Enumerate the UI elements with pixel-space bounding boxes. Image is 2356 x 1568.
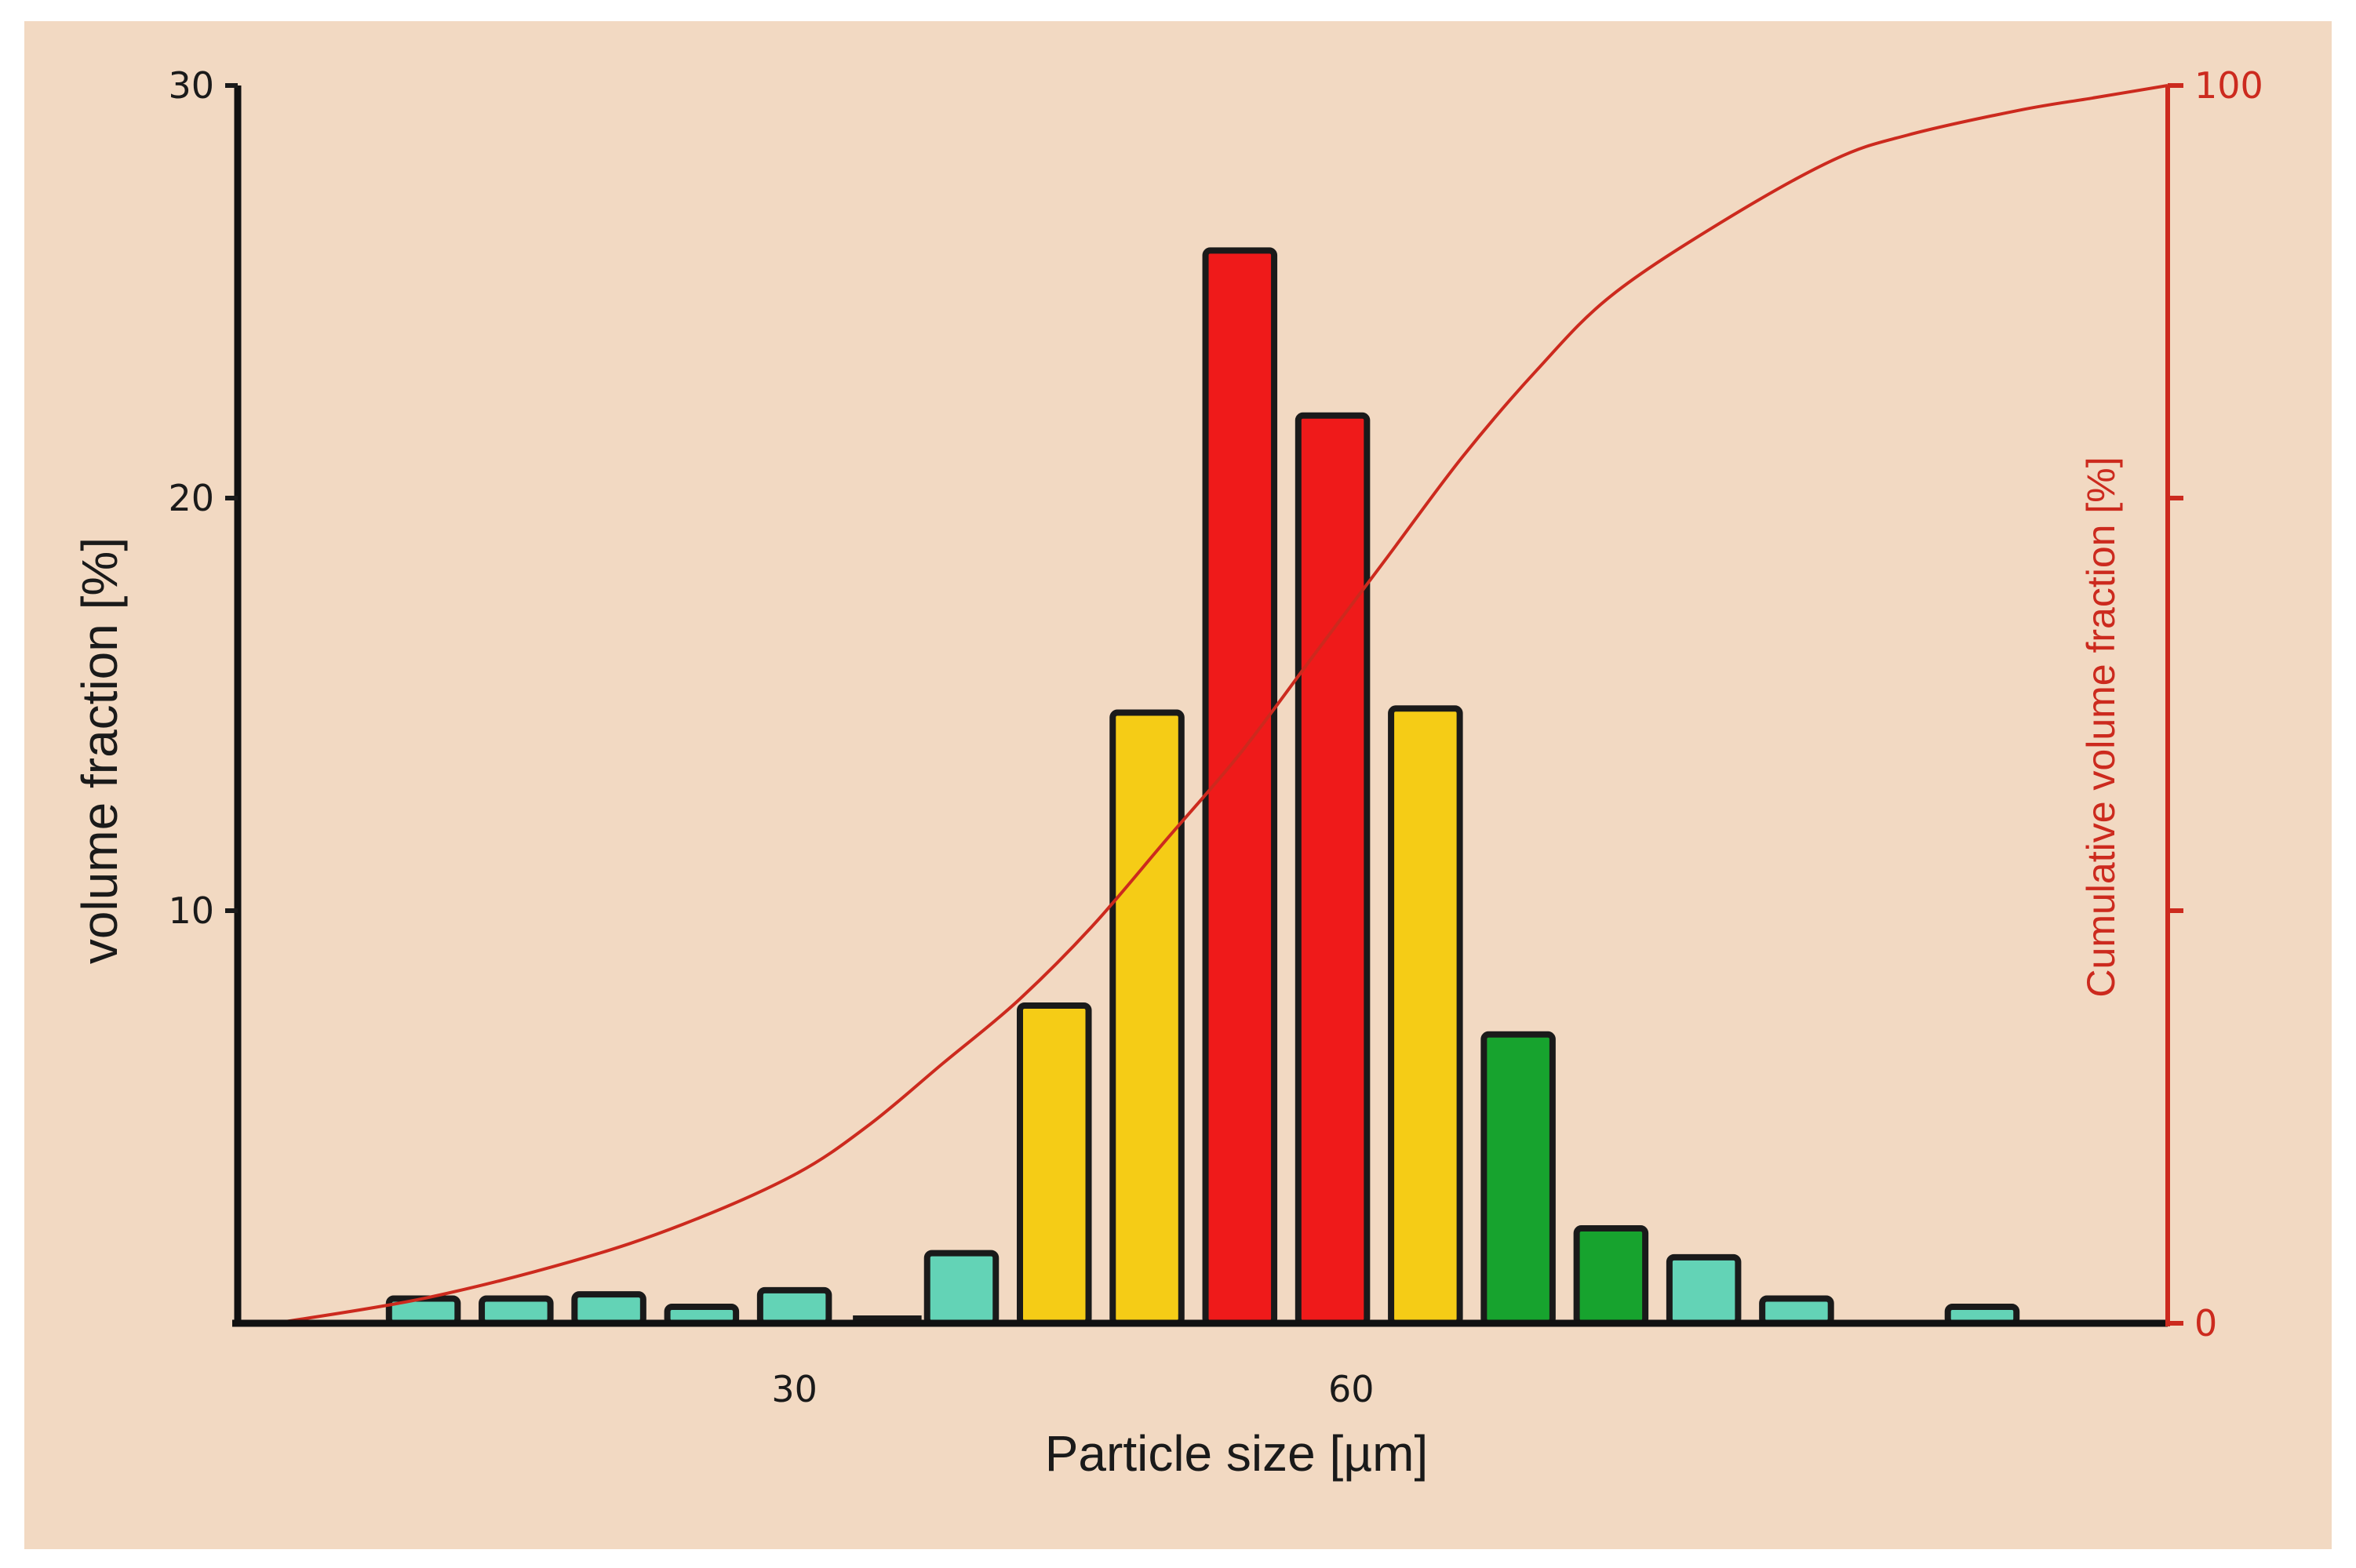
cumulative-curve	[274, 84, 2168, 1325]
bar-12	[1295, 412, 1371, 1326]
bar-3	[479, 1295, 554, 1326]
x-axis-title: Particle size [µm]	[1045, 1425, 1429, 1482]
bar-15	[1573, 1225, 1649, 1327]
chart-panel: 10 20 30 0 100 30 60 Particle size [µm] volu…	[24, 21, 2332, 1549]
bar-9	[1017, 1002, 1092, 1326]
bar-4	[571, 1291, 646, 1327]
y2-tick-label: 0	[2194, 1302, 2217, 1344]
bar-8	[923, 1250, 1000, 1326]
bar-16	[1666, 1253, 1742, 1326]
x-tick-label: 60	[1328, 1368, 1375, 1410]
bar-11	[1202, 247, 1278, 1326]
x-tick-label: 30	[771, 1368, 817, 1410]
y2-tick-label: 100	[2194, 64, 2263, 107]
bar-17	[1759, 1295, 1834, 1326]
bar-13	[1388, 705, 1463, 1326]
bar-10	[1109, 709, 1185, 1326]
bar-6	[756, 1286, 832, 1327]
x-ticks: 30 60	[771, 1368, 1374, 1410]
bar-7	[853, 1315, 922, 1323]
bar-14	[1480, 1031, 1556, 1327]
y2-axis-title: Cumulative volume fraction [%]	[2079, 457, 2123, 997]
y-tick-label: 20	[168, 477, 214, 519]
y-axis-title: volume fraction [%]	[71, 537, 128, 964]
y2-ticks: 0 100	[2168, 64, 2263, 1344]
y-tick-label: 10	[168, 890, 214, 932]
chart-svg: 10 20 30 0 100 30 60 Particle size [µm] volu…	[71, 64, 2263, 1482]
y-tick-label: 30	[168, 64, 214, 107]
bars-layer	[385, 247, 2020, 1327]
y-ticks: 10 20 30	[168, 64, 238, 932]
